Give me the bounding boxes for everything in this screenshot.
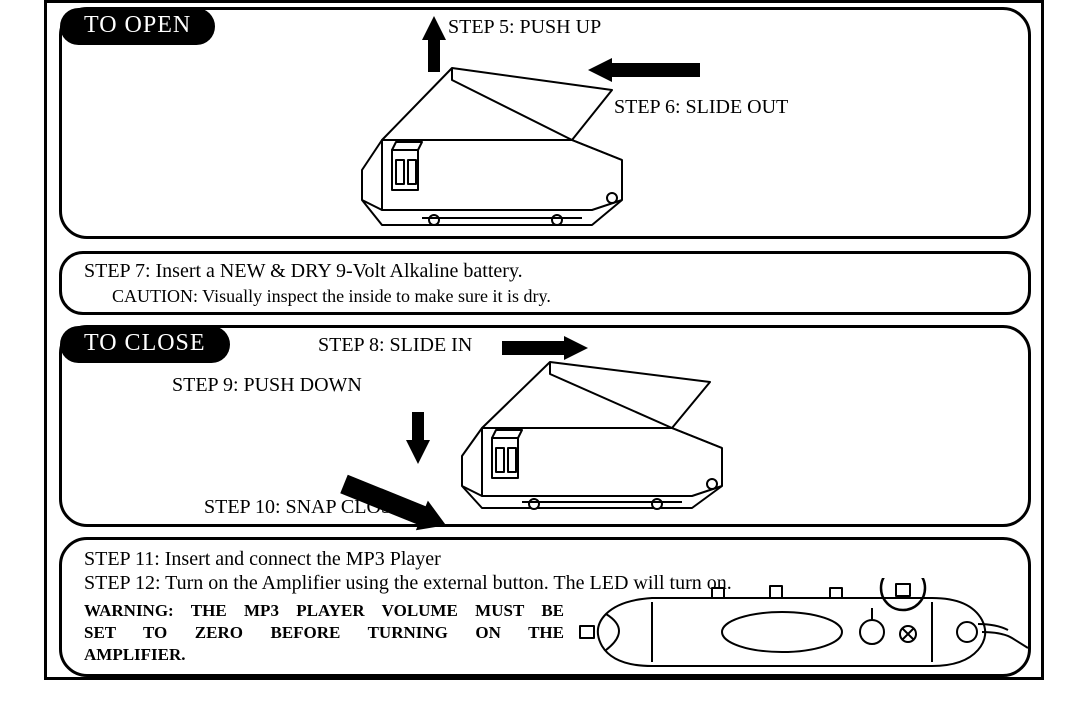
pill-to-close: TO CLOSE [60, 326, 230, 363]
device-close-illustration [422, 346, 762, 526]
step9-label: STEP 9: PUSH DOWN [172, 374, 362, 397]
step11-label: STEP 11: Insert and connect the MP3 Play… [84, 548, 441, 571]
pill-to-open: TO OPEN [60, 8, 215, 45]
warning-line1: WARNING: THE MP3 PLAYER VOLUME MUST BE [84, 600, 564, 623]
outer-frame: TO OPEN STEP 5: PUSH UP STEP 6: SLIDE OU… [44, 0, 1044, 680]
amplifier-illustration [572, 578, 1032, 678]
panel-bottom: STEP 11: Insert and connect the MP3 Play… [59, 537, 1031, 677]
warning-line3: AMPLIFIER. [84, 644, 564, 667]
arrow-push-up-icon [422, 16, 446, 40]
panel-mid: STEP 7: Insert a NEW & DRY 9-Volt Alkali… [59, 251, 1031, 315]
panel-to-open: TO OPEN STEP 5: PUSH UP STEP 6: SLIDE OU… [59, 7, 1031, 239]
device-open-illustration [322, 50, 662, 240]
step5-label: STEP 5: PUSH UP [448, 16, 601, 39]
caution-label: CAUTION: Visually inspect the inside to … [112, 286, 551, 307]
step7-label: STEP 7: Insert a NEW & DRY 9-Volt Alkali… [84, 260, 523, 283]
warning-line2: SET TO ZERO BEFORE TURNING ON THE [84, 622, 564, 645]
panel-to-close: TO CLOSE STEP 8: SLIDE IN STEP 9: PUSH D… [59, 325, 1031, 527]
